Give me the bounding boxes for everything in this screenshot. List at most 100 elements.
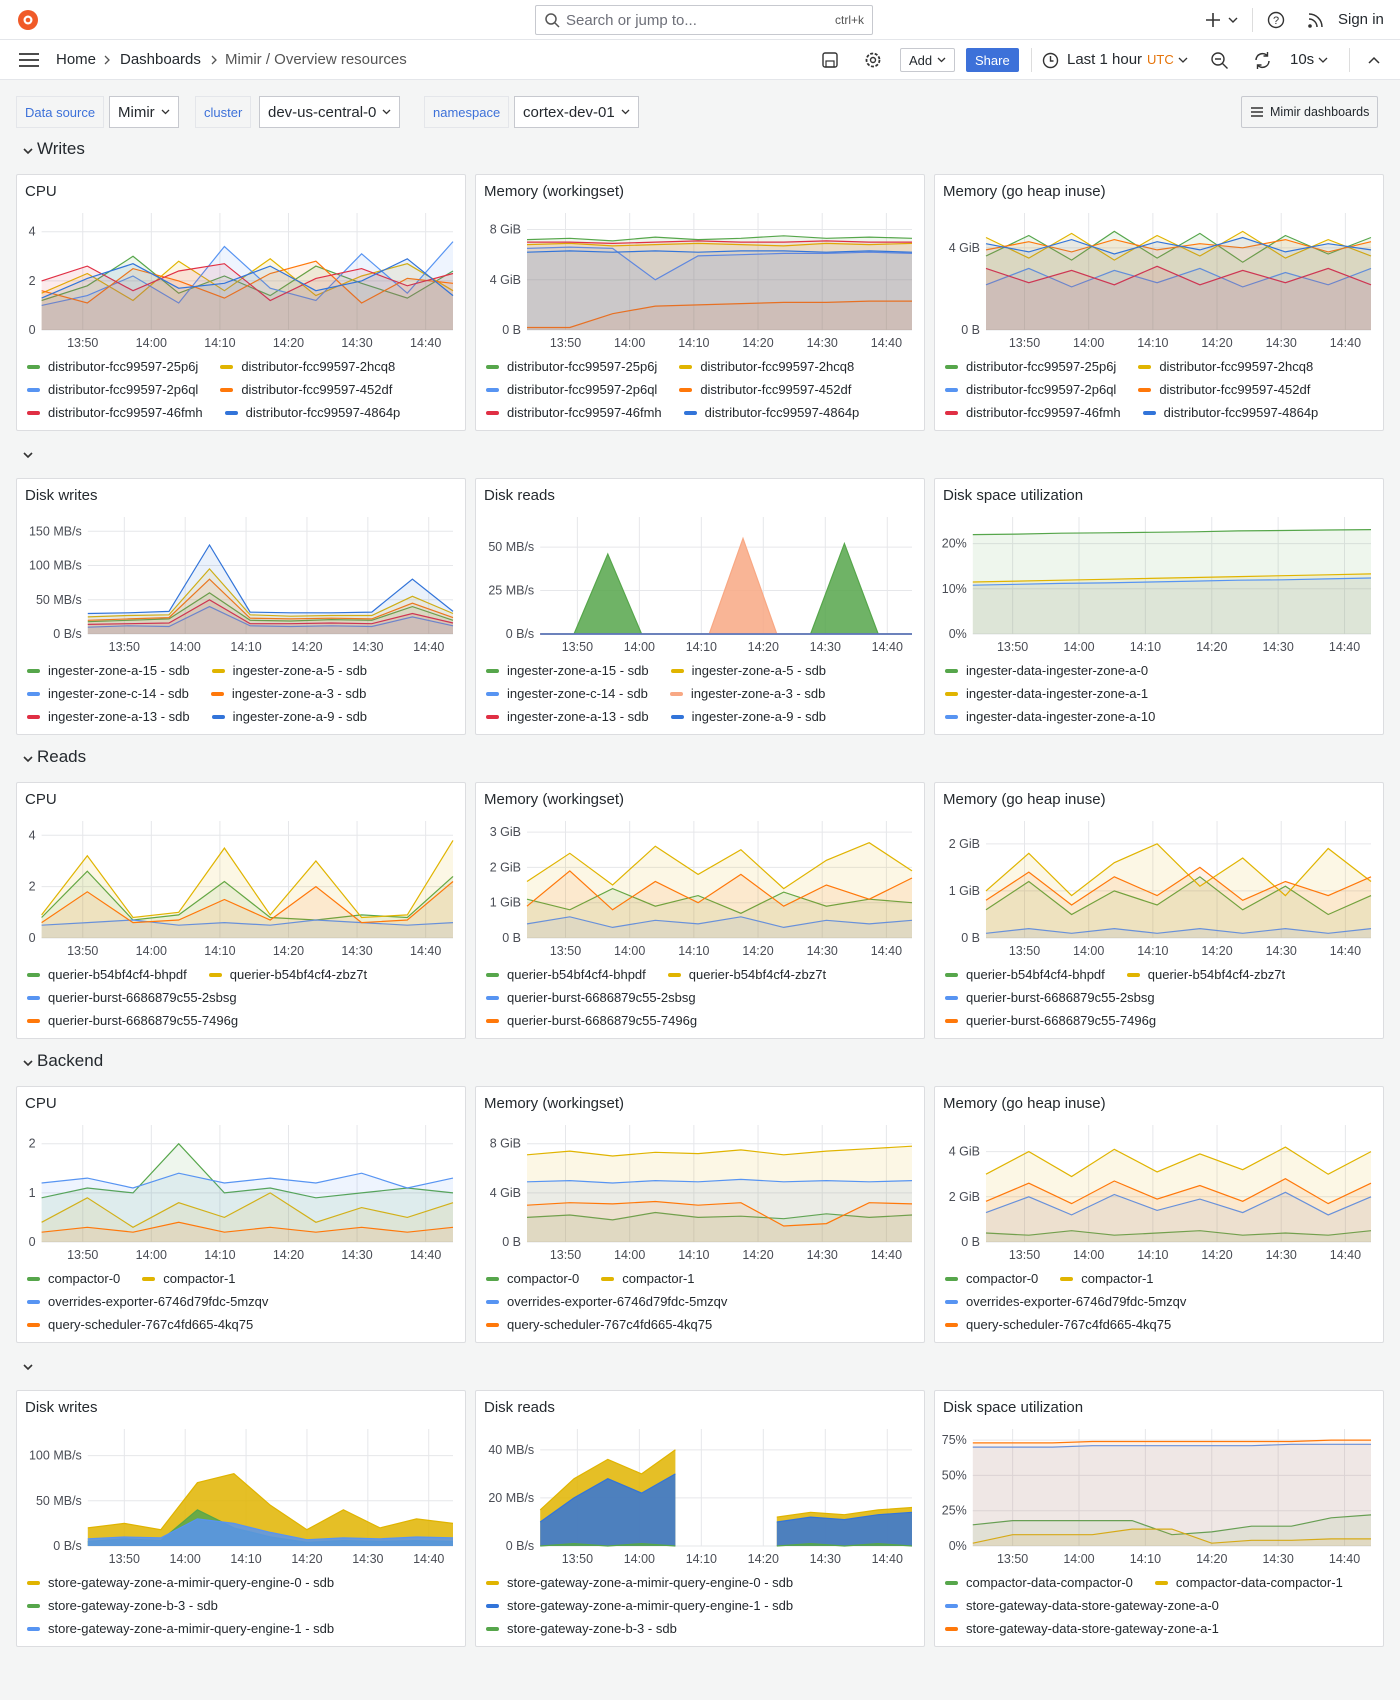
search-box[interactable]: Search or jump to... ctrl+k [535,5,873,35]
legend-item[interactable]: overrides-exporter-6746d79fdc-5mzqv [945,1293,1186,1310]
row-toggle[interactable] [22,145,34,157]
legend-item[interactable]: ingester-data-ingester-zone-a-10 [945,708,1155,725]
legend-item[interactable]: query-scheduler-767c4fd665-4kq75 [27,1316,253,1333]
legend-item[interactable]: compactor-data-compactor-1 [1154,1574,1343,1591]
legend-item[interactable]: ingester-zone-a-5 - sdb [670,662,826,679]
row-toggle[interactable] [22,1361,34,1373]
legend-item[interactable]: distributor-fcc99597-46fmh [486,404,662,421]
legend-item[interactable]: distributor-fcc99597-46fmh [27,404,203,421]
menu-icon[interactable] [18,50,40,70]
svg-text:?: ? [1273,15,1279,27]
legend-item[interactable]: ingester-data-ingester-zone-a-1 [945,685,1148,702]
legend-item[interactable]: ingester-zone-a-9 - sdb [670,708,826,725]
legend-item[interactable]: ingester-zone-a-13 - sdb [27,708,190,725]
settings-icon[interactable] [864,51,882,69]
dashboards-link[interactable]: Mimir dashboards [1241,96,1379,128]
legend-item[interactable]: distributor-fcc99597-25p6j [27,358,198,375]
row-toggle[interactable] [22,753,34,765]
legend-item[interactable]: distributor-fcc99597-25p6j [486,358,657,375]
legend-item[interactable]: query-scheduler-767c4fd665-4kq75 [945,1316,1171,1333]
breadcrumb[interactable]: Home [56,51,97,68]
legend-item[interactable]: compactor-0 [945,1270,1038,1287]
legend-item[interactable]: overrides-exporter-6746d79fdc-5mzqv [486,1293,727,1310]
refresh-interval[interactable]: 10s [1290,51,1315,68]
series-line [526,870,913,911]
variable-select[interactable]: Mimir [109,96,179,128]
legend-item[interactable]: ingester-zone-a-3 - sdb [669,685,825,702]
save-icon[interactable] [821,51,839,69]
legend-item[interactable]: ingester-zone-a-5 - sdb [211,662,367,679]
series-line [87,599,454,625]
refresh-icon[interactable] [1253,51,1272,70]
variable-select[interactable]: cortex-dev-01 [514,96,639,128]
time-range[interactable]: Last 1 hour [1067,51,1143,68]
legend-item[interactable]: store-gateway-zone-a-mimir-query-engine-… [27,1574,334,1591]
legend-item[interactable]: ingester-zone-a-15 - sdb [486,662,649,679]
legend-item[interactable]: ingester-zone-a-15 - sdb [27,662,190,679]
legend-item[interactable]: distributor-fcc99597-2hcq8 [220,358,395,375]
legend-item[interactable]: ingester-zone-a-3 - sdb [210,685,366,702]
legend-item[interactable]: store-gateway-zone-a-mimir-query-engine-… [486,1597,793,1614]
legend-item[interactable]: compactor-data-compactor-0 [945,1574,1133,1591]
sign-in[interactable]: Sign in [1338,11,1384,28]
legend-item[interactable]: distributor-fcc99597-452df [679,381,851,398]
legend-item[interactable]: querier-b54bf4cf4-zbz7t [208,966,367,983]
legend-item[interactable]: querier-burst-6686879c55-7496g [486,1012,697,1029]
legend-item[interactable]: distributor-fcc99597-4864p [224,404,400,421]
legend-item[interactable]: ingester-zone-c-14 - sdb [27,685,189,702]
legend-item[interactable]: querier-burst-6686879c55-2sbsg [945,989,1155,1006]
news-icon[interactable] [1306,10,1326,30]
breadcrumb[interactable]: Dashboards [120,51,201,68]
legend-item[interactable]: store-gateway-zone-b-3 - sdb [486,1620,677,1637]
variable-select[interactable]: dev-us-central-0 [259,96,401,128]
legend-item[interactable]: querier-b54bf4cf4-zbz7t [1126,966,1285,983]
legend-item[interactable]: store-gateway-data-store-gateway-zone-a-… [945,1620,1219,1637]
legend-item[interactable]: distributor-fcc99597-25p6j [945,358,1116,375]
legend-item[interactable]: distributor-fcc99597-2p6ql [945,381,1116,398]
legend-item[interactable]: distributor-fcc99597-2p6ql [486,381,657,398]
new-menu[interactable] [1205,10,1239,30]
legend-item[interactable]: querier-b54bf4cf4-bhpdf [486,966,646,983]
legend-item[interactable]: ingester-zone-c-14 - sdb [486,685,648,702]
legend-item[interactable]: distributor-fcc99597-452df [220,381,392,398]
row-toggle[interactable] [22,1057,34,1069]
legend-item[interactable]: distributor-fcc99597-4864p [683,404,859,421]
legend-item[interactable]: querier-burst-6686879c55-7496g [945,1012,1156,1029]
legend-item[interactable]: querier-burst-6686879c55-2sbsg [27,989,237,1006]
legend-item[interactable]: query-scheduler-767c4fd665-4kq75 [486,1316,712,1333]
legend-item[interactable]: overrides-exporter-6746d79fdc-5mzqv [27,1293,268,1310]
legend-item[interactable]: ingester-data-ingester-zone-a-0 [945,662,1148,679]
legend-item[interactable]: querier-burst-6686879c55-2sbsg [486,989,696,1006]
legend-item[interactable]: distributor-fcc99597-452df [1138,381,1310,398]
share-button[interactable]: Share [966,48,1019,72]
legend-item[interactable]: distributor-fcc99597-4864p [1142,404,1318,421]
add-button[interactable]: Add [900,48,956,72]
legend-item[interactable]: compactor-1 [601,1270,695,1287]
legend-item[interactable]: store-gateway-zone-b-3 - sdb [27,1597,218,1614]
zoom-out-icon[interactable] [1210,51,1229,70]
row-toggle[interactable] [22,449,34,461]
legend-item[interactable]: querier-b54bf4cf4-bhpdf [27,966,187,983]
legend-item[interactable]: compactor-0 [486,1270,579,1287]
legend-item[interactable]: ingester-zone-a-9 - sdb [211,708,367,725]
chevron[interactable] [1178,57,1188,64]
collapse-icon[interactable] [1368,56,1380,64]
series-area [87,545,454,634]
legend-item[interactable]: compactor-0 [27,1270,120,1287]
logo[interactable] [16,8,40,32]
legend-item[interactable]: compactor-1 [1060,1270,1154,1287]
legend-item[interactable]: distributor-fcc99597-2hcq8 [1138,358,1313,375]
legend-item[interactable]: store-gateway-data-store-gateway-zone-a-… [945,1597,1219,1614]
help-icon[interactable]: ? [1266,10,1286,30]
legend-item[interactable]: querier-b54bf4cf4-zbz7t [667,966,826,983]
legend-item[interactable]: store-gateway-zone-a-mimir-query-engine-… [486,1574,793,1591]
legend-item[interactable]: querier-b54bf4cf4-bhpdf [945,966,1105,983]
legend-item[interactable]: compactor-1 [142,1270,236,1287]
legend-item[interactable]: distributor-fcc99597-2hcq8 [679,358,854,375]
legend-item[interactable]: store-gateway-zone-a-mimir-query-engine-… [27,1620,334,1637]
chevron[interactable] [1318,57,1328,64]
legend-item[interactable]: querier-burst-6686879c55-7496g [27,1012,238,1029]
legend-item[interactable]: distributor-fcc99597-2p6ql [27,381,198,398]
legend-item[interactable]: ingester-zone-a-13 - sdb [486,708,649,725]
legend-item[interactable]: distributor-fcc99597-46fmh [945,404,1121,421]
